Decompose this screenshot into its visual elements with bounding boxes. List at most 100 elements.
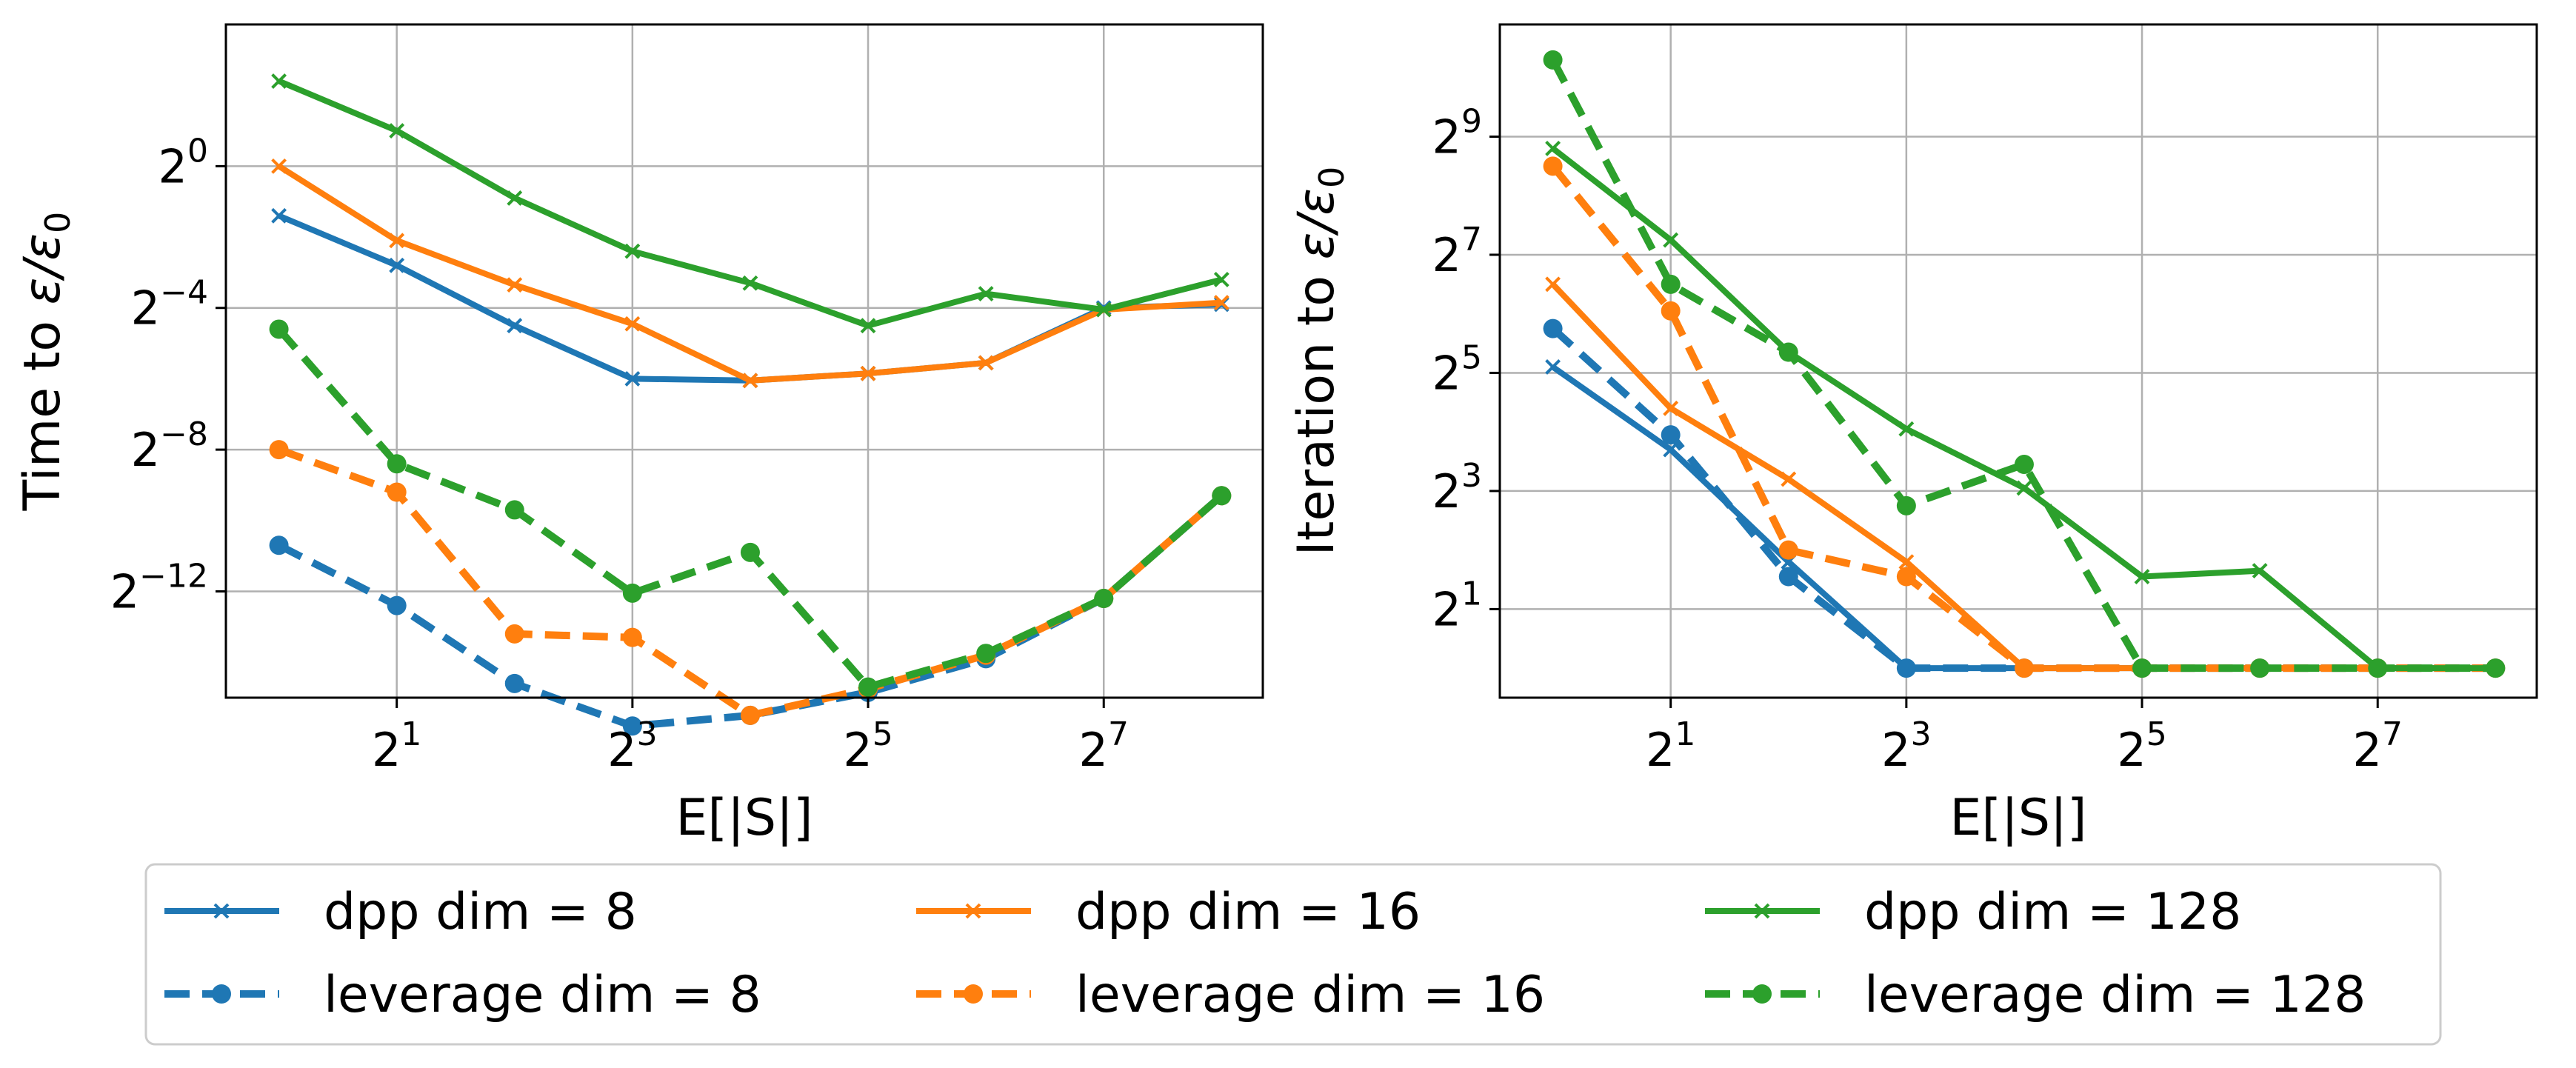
data-point bbox=[624, 371, 641, 387]
data-point bbox=[389, 257, 405, 273]
x-tick-label: 27 bbox=[2353, 715, 2403, 777]
y-tick-label: 2−12 bbox=[110, 557, 208, 618]
legend-marker bbox=[1752, 984, 1772, 1004]
data-point bbox=[387, 454, 407, 474]
series-line bbox=[277, 164, 1222, 384]
x-tick-label: 27 bbox=[1079, 715, 1129, 777]
x-tick-label: 25 bbox=[843, 715, 892, 777]
data-point bbox=[860, 365, 876, 381]
data-point bbox=[1094, 589, 1114, 609]
x-tick-label: 25 bbox=[2117, 715, 2166, 777]
data-point bbox=[624, 316, 641, 332]
legend-label: leverage dim = 8 bbox=[324, 966, 761, 1024]
x-axis-label: E[|S|] bbox=[1949, 789, 2086, 847]
data-point bbox=[504, 673, 524, 693]
series-line bbox=[1550, 325, 2496, 672]
data-point bbox=[742, 275, 758, 291]
data-point bbox=[978, 286, 994, 302]
x-tick-label: 21 bbox=[372, 715, 421, 777]
grid bbox=[226, 24, 1263, 698]
data-point bbox=[1778, 342, 1798, 362]
series-leverage-dim-16 bbox=[269, 440, 1232, 725]
data-point bbox=[1661, 274, 1681, 294]
series-line bbox=[278, 213, 1222, 384]
data-point bbox=[1663, 400, 1679, 416]
data-point bbox=[1213, 272, 1229, 287]
data-point bbox=[271, 207, 287, 224]
series-line bbox=[278, 78, 1223, 329]
axes-frame bbox=[1498, 23, 2538, 699]
x-tick-label: 23 bbox=[607, 715, 657, 777]
data-point bbox=[1543, 50, 1563, 70]
data-point bbox=[1896, 567, 1916, 587]
data-point bbox=[2486, 658, 2506, 678]
data-point bbox=[1898, 421, 1915, 437]
legend-marker bbox=[213, 903, 230, 919]
data-point bbox=[1663, 232, 1679, 248]
data-point bbox=[507, 318, 523, 334]
data-point bbox=[740, 542, 760, 562]
legend-box bbox=[144, 863, 2442, 1046]
data-point bbox=[742, 373, 758, 389]
data-point bbox=[507, 190, 523, 206]
data-point bbox=[504, 624, 524, 644]
data-point bbox=[860, 318, 876, 334]
series-line bbox=[277, 446, 1224, 719]
legend-entry: dpp dim = 16 bbox=[916, 883, 1421, 941]
data-point bbox=[2014, 658, 2034, 678]
data-point bbox=[1543, 318, 1563, 338]
legend-entry: leverage dim = 8 bbox=[164, 966, 761, 1024]
y-tick-label: 23 bbox=[1432, 457, 1482, 518]
series-dpp-dim-8 bbox=[271, 207, 1229, 389]
legend-label: dpp dim = 128 bbox=[1864, 883, 2241, 941]
legend-entry: leverage dim = 128 bbox=[1705, 966, 2366, 1024]
data-point bbox=[1545, 141, 1561, 156]
data-point bbox=[387, 595, 407, 615]
grid bbox=[1500, 24, 2537, 698]
data-point bbox=[389, 233, 405, 249]
data-point bbox=[1545, 359, 1561, 375]
data-point bbox=[622, 716, 642, 736]
data-point bbox=[271, 158, 287, 174]
data-point bbox=[1778, 567, 1798, 587]
legend-label: leverage dim = 16 bbox=[1075, 966, 1545, 1024]
data-point bbox=[269, 535, 289, 555]
data-point bbox=[2252, 563, 2268, 578]
data-point bbox=[624, 243, 641, 259]
data-point bbox=[1213, 295, 1229, 310]
y-tick-label: 2−8 bbox=[131, 415, 208, 477]
series-dpp-dim-128 bbox=[271, 73, 1229, 334]
data-point bbox=[978, 355, 994, 371]
legend: dpp dim = 8 dpp dim = 16 dpp dim = 128 leve… bbox=[144, 863, 2442, 1046]
legend-marker bbox=[964, 984, 983, 1004]
y-tick-label: 2−4 bbox=[131, 274, 208, 336]
data-point bbox=[1896, 495, 1916, 515]
time-chart: 21 23 25 27 20 2−4 2−8 2−12 E[|S|] Time to ε/ε0 bbox=[13, 23, 1264, 847]
y-tick-label: 21 bbox=[1432, 575, 1482, 636]
legend-marker bbox=[965, 903, 981, 919]
series-line bbox=[1549, 58, 2496, 672]
data-point bbox=[2134, 569, 2150, 584]
legend-label: dpp dim = 16 bbox=[1075, 883, 1421, 941]
series-line bbox=[1550, 282, 2496, 672]
series-leverage-dim-128 bbox=[269, 319, 1232, 697]
x-tick-label: 23 bbox=[1881, 715, 1931, 777]
x-tick-label: 21 bbox=[1646, 715, 1695, 777]
series-dpp-dim-16 bbox=[271, 158, 1229, 389]
data-point bbox=[1661, 301, 1681, 321]
legend-entry: dpp dim = 128 bbox=[1705, 883, 2241, 941]
data-point bbox=[389, 123, 405, 138]
legend-marker bbox=[1754, 903, 1770, 919]
data-point bbox=[1545, 276, 1561, 293]
data-point bbox=[740, 705, 760, 725]
data-point bbox=[622, 583, 642, 603]
data-point bbox=[504, 500, 524, 520]
data-point bbox=[1781, 471, 1797, 487]
data-point bbox=[269, 440, 289, 460]
data-point bbox=[1898, 554, 1915, 570]
data-point bbox=[1212, 486, 1232, 506]
series-dpp-dim-8 bbox=[1545, 359, 2503, 676]
x-axis-label: E[|S|] bbox=[675, 789, 812, 847]
